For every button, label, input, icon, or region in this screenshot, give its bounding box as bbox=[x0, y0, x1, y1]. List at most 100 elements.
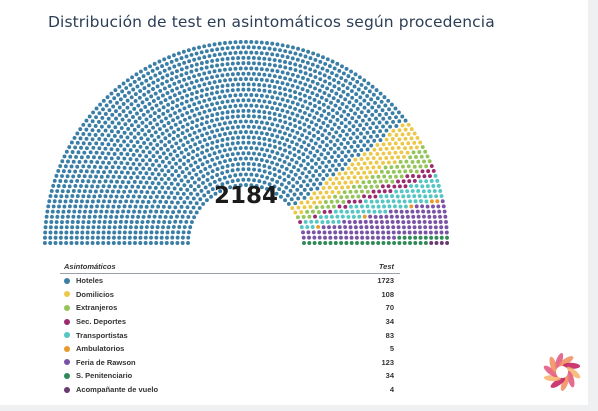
seat-dot bbox=[180, 241, 185, 245]
seat-dot bbox=[217, 133, 222, 138]
seat-dot bbox=[164, 79, 169, 84]
seat-dot bbox=[334, 176, 339, 181]
seat-dot bbox=[282, 142, 287, 147]
seat-dot bbox=[100, 151, 105, 156]
seat-dot bbox=[205, 131, 209, 136]
seat-dot bbox=[349, 230, 354, 235]
seat-dot bbox=[241, 140, 246, 145]
seat-dot bbox=[327, 159, 332, 164]
seat-dot bbox=[241, 108, 246, 113]
seat-dot bbox=[156, 204, 161, 209]
seat-dot bbox=[79, 169, 84, 174]
seat-dot bbox=[251, 71, 256, 76]
seat-dot bbox=[402, 154, 406, 159]
seat-dot bbox=[165, 109, 170, 113]
seat-dot bbox=[109, 156, 114, 161]
seat-dot bbox=[369, 199, 374, 204]
seat-dot bbox=[173, 111, 177, 115]
seat-dot bbox=[191, 149, 196, 154]
seat-dot bbox=[163, 116, 168, 121]
seat-dot bbox=[277, 86, 282, 90]
seat-dot bbox=[270, 160, 275, 165]
seat-dot bbox=[331, 96, 336, 101]
seat-dot bbox=[359, 225, 364, 230]
seat-dot bbox=[280, 43, 285, 48]
seat-dot bbox=[387, 132, 392, 137]
seat-dot bbox=[293, 90, 297, 95]
seat-dot bbox=[312, 115, 317, 120]
seat-dot bbox=[283, 131, 287, 136]
seat-dot bbox=[267, 143, 272, 148]
seat-dot bbox=[202, 55, 207, 60]
seat-dot bbox=[136, 131, 141, 136]
legend-row: Acompañante de vuelo 4 bbox=[60, 383, 400, 397]
seat-dot bbox=[367, 194, 372, 199]
seat-dot bbox=[311, 146, 316, 150]
seat-dot bbox=[167, 133, 172, 138]
seat-dot bbox=[285, 126, 290, 131]
seat-dot bbox=[146, 71, 151, 76]
seat-dot bbox=[318, 181, 323, 186]
seat-dot bbox=[198, 169, 203, 174]
seat-dot bbox=[157, 190, 162, 194]
seat-dot bbox=[349, 144, 354, 149]
seat-dot bbox=[165, 91, 170, 95]
seat-dot bbox=[283, 76, 288, 81]
seat-dot bbox=[215, 155, 220, 160]
seat-dot bbox=[362, 161, 367, 166]
seat-dot bbox=[327, 185, 332, 190]
seat-dot bbox=[398, 204, 403, 209]
seat-dot bbox=[272, 184, 277, 189]
seat-dot bbox=[345, 86, 350, 91]
seat-dot bbox=[90, 241, 95, 245]
seat-dot bbox=[249, 66, 254, 71]
seat-dot bbox=[202, 71, 207, 76]
seat-dot bbox=[246, 87, 251, 92]
seat-dot bbox=[336, 219, 341, 224]
seat-dot bbox=[246, 61, 251, 66]
seat-dot bbox=[340, 185, 345, 190]
seat-dot bbox=[354, 92, 359, 97]
seat-dot bbox=[369, 97, 374, 102]
seat-dot bbox=[106, 151, 111, 156]
seat-dot bbox=[166, 186, 171, 190]
legend-row: Sec. Deportes 34 bbox=[60, 315, 400, 329]
seat-dot bbox=[325, 57, 330, 62]
seat-dot bbox=[353, 220, 357, 224]
seat-dot bbox=[197, 72, 202, 77]
seat-dot bbox=[93, 189, 98, 194]
seat-dot bbox=[301, 152, 306, 157]
seat-dot bbox=[71, 159, 76, 164]
seat-dot bbox=[212, 53, 217, 58]
seat-dot bbox=[215, 90, 219, 95]
seat-dot bbox=[321, 176, 326, 181]
seat-dot bbox=[52, 199, 57, 204]
seat-dot bbox=[212, 151, 217, 156]
seat-dot bbox=[81, 220, 86, 224]
seat-dot bbox=[249, 146, 254, 150]
seat-dot bbox=[366, 102, 371, 106]
seat-dot bbox=[44, 214, 49, 219]
seat-dot bbox=[334, 91, 339, 96]
seat-dot bbox=[312, 191, 317, 196]
seat-dot bbox=[75, 178, 80, 183]
seat-dot bbox=[265, 121, 270, 126]
seat-dot bbox=[120, 194, 125, 199]
seat-dot bbox=[96, 169, 101, 174]
seat-dot bbox=[129, 123, 134, 128]
seat-dot bbox=[138, 89, 143, 93]
seat-dot bbox=[79, 145, 83, 150]
chart-card: Distribución de test en asintomáticos se… bbox=[0, 0, 588, 405]
seat-dot bbox=[225, 153, 230, 158]
seat-dot bbox=[147, 214, 152, 219]
seat-dot bbox=[377, 209, 382, 214]
seat-dot bbox=[152, 199, 157, 204]
seat-dot bbox=[323, 79, 328, 84]
seat-dot bbox=[53, 230, 58, 235]
seat-dot bbox=[186, 158, 191, 163]
seat-dot bbox=[86, 194, 91, 199]
seat-dot bbox=[339, 241, 344, 245]
seat-dot bbox=[172, 186, 177, 191]
seat-dot bbox=[87, 141, 92, 146]
seat-dot bbox=[275, 123, 280, 128]
